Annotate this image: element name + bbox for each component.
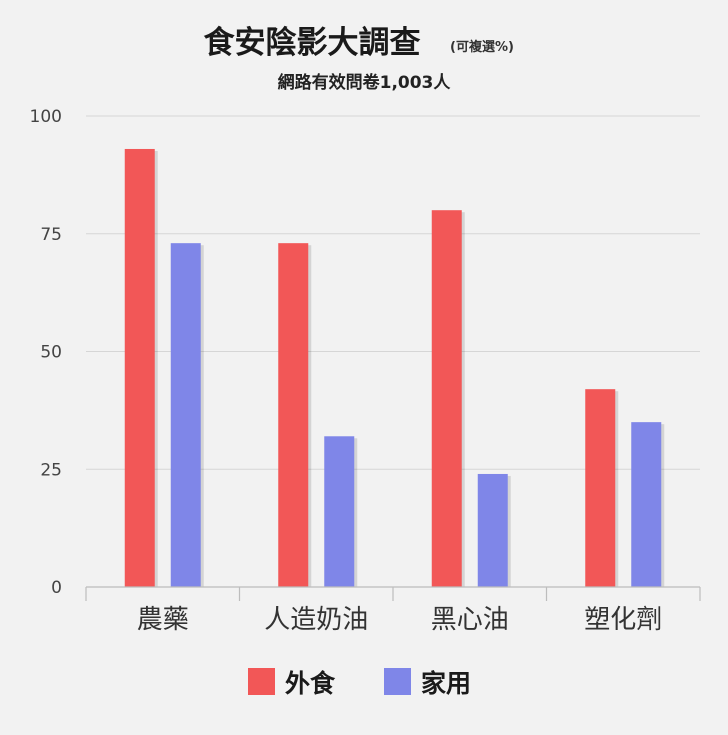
x-tick-label: 塑化劑: [584, 605, 662, 635]
bar-0-0: [124, 148, 155, 587]
x-axis-labels: 農藥 人造奶油 黑心油 塑化劑: [137, 605, 663, 635]
y-tick-label: 100: [30, 107, 62, 127]
bar-1-2: [477, 473, 508, 587]
x-tick-label: 黑心油: [431, 605, 509, 635]
chart-subtitle: 網路有效問卷1,003人: [278, 72, 452, 93]
chart-title-note: (可複選%): [450, 39, 514, 55]
x-tick-label: 人造奶油: [264, 605, 368, 635]
legend-swatch-0: [248, 668, 275, 695]
bar-0-1: [278, 243, 309, 588]
bar-0-2: [431, 210, 462, 587]
bar-1-1: [324, 436, 355, 587]
bars: [124, 148, 665, 588]
bar-1-0: [170, 243, 201, 588]
x-axis: [85, 586, 701, 601]
legend-label-0: 外食: [285, 669, 336, 698]
y-tick-label: 25: [40, 460, 62, 480]
chart-title: 食安陰影大調查: [204, 25, 421, 61]
x-tick-label: 農藥: [137, 605, 189, 635]
y-tick-label: 50: [40, 343, 62, 363]
legend-label-1: 家用: [421, 669, 471, 698]
legend: 外食 家用: [248, 668, 471, 698]
legend-swatch-1: [384, 668, 411, 695]
y-tick-label: 75: [40, 225, 62, 245]
bar-1-3: [631, 422, 662, 587]
bar-0-3: [585, 389, 616, 587]
y-axis-ticks: 0 25 50 75 100: [30, 107, 62, 598]
y-tick-label: 0: [51, 578, 62, 598]
